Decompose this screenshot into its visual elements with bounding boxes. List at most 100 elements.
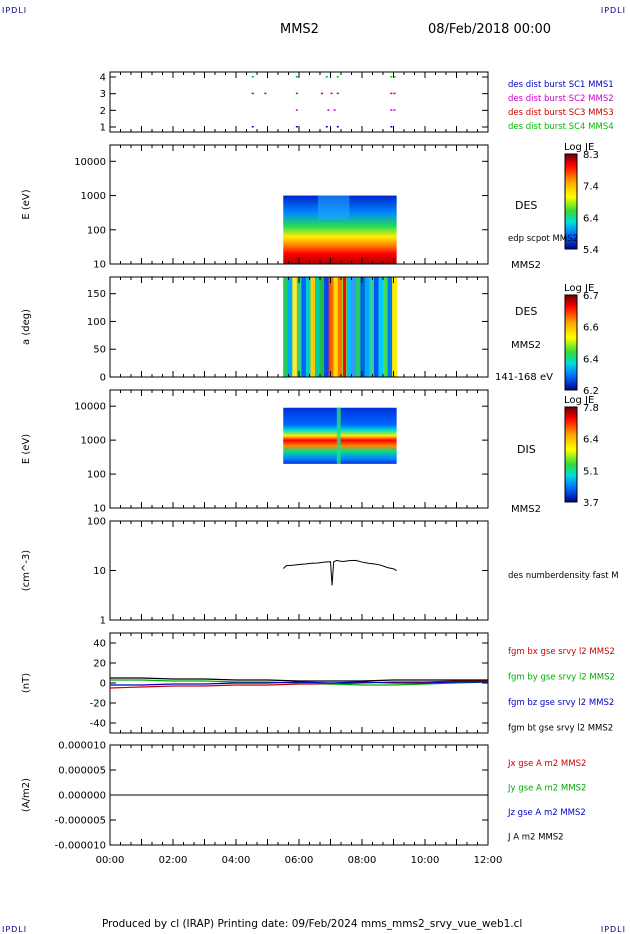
panel-1-ytick-label: 3 — [100, 89, 106, 100]
panel-1-legend-entry: des dist burst SC4 MMS4 — [508, 122, 614, 132]
corner-label-bottom-right: IPDLI — [600, 925, 626, 934]
panel-5-legend-entry: des numberdensity fast M — [508, 571, 619, 581]
panel-2-side-label: MMS2 — [511, 260, 541, 271]
density-line — [282, 559, 397, 586]
pitch-angle-spectrogram-column — [355, 277, 361, 377]
burst-marker — [295, 76, 298, 78]
colorbar-2-tick: 8.3 — [583, 150, 599, 161]
panel-1-ytick-label: 1 — [100, 123, 106, 134]
colorbar-4-title: Log JE — [564, 395, 594, 406]
panel-1-ytick-label: 4 — [100, 73, 106, 84]
burst-marker — [390, 126, 393, 128]
panel-2-ytick-label: 100 — [87, 225, 106, 236]
burst-marker — [390, 76, 393, 78]
panel-4-side-label: MMS2 — [511, 504, 541, 515]
burst-marker — [321, 92, 324, 95]
panel-7-legend-entry: J A m2 MMS2 — [507, 833, 564, 843]
panel-3-ytick-label: 100 — [87, 317, 106, 328]
colorbar-3-tick: 6.7 — [583, 291, 599, 302]
panel-7-legend-entry: Jz gse A m2 MMS2 — [507, 808, 586, 818]
burst-marker — [333, 109, 336, 111]
burst-marker — [336, 76, 339, 78]
panel-4-ytick-label: 1000 — [81, 436, 106, 447]
panel-2-side-label: DES — [515, 199, 537, 212]
burst-marker — [390, 92, 393, 95]
panel-3-ytick-label: 0 — [100, 373, 106, 384]
panel-3-ylabel: a (deg) — [21, 309, 32, 345]
panel-1-legend-entry: des dist burst SC3 MMS3 — [508, 108, 614, 118]
panel-5-frame — [109, 520, 489, 621]
colorbar-4 — [564, 406, 578, 503]
x-axis-tick-label: 02:00 — [159, 855, 188, 866]
burst-marker — [264, 92, 267, 95]
panel-2-ytick-label: 10000 — [74, 157, 106, 168]
burst-marker — [393, 76, 396, 78]
panel-6-ytick-label: 40 — [93, 639, 106, 650]
colorbar-4-tick: 3.7 — [583, 498, 599, 509]
panel-7-ytick-label: 0.000000 — [58, 791, 106, 802]
x-axis-tick-label: 10:00 — [411, 855, 440, 866]
panel-6-ytick-label: -40 — [90, 719, 106, 730]
dis-energy-spectrogram-feature — [336, 407, 341, 464]
panel-6-legend-entry: fgm bx gse srvy l2 MMS2 — [508, 647, 615, 657]
panel-4-ylabel: E (eV) — [21, 434, 32, 464]
colorbar-3 — [564, 294, 578, 391]
des-energy-spectrogram-patch — [317, 195, 350, 220]
burst-marker — [295, 126, 298, 128]
panel-6-ylabel: (nT) — [21, 673, 32, 693]
panel-4-ytick-label: 10 — [93, 504, 106, 515]
x-axis-tick-label: 08:00 — [348, 855, 377, 866]
panel-1-ytick-label: 2 — [100, 106, 106, 117]
panel-1-legend-entry: des dist burst SC2 MMS2 — [508, 94, 614, 104]
pitch-angle-spectrogram-feature — [343, 277, 347, 377]
footer-credit: Produced by cl (IRAP) Printing date: 09/… — [102, 918, 523, 930]
pitch-angle-spectrogram-column — [324, 277, 330, 377]
colorbar-2-tick: 6.4 — [583, 213, 599, 224]
panel-3-ytick-label: 150 — [87, 289, 106, 300]
pitch-angle-spectrogram-column — [373, 277, 380, 377]
corner-label-top-left: IPDLI — [2, 6, 28, 15]
pitch-angle-spectrogram-column — [292, 277, 298, 377]
pitch-angle-spectrogram-column — [364, 277, 370, 377]
panel-6-ytick-label: -20 — [90, 699, 106, 710]
panel-6-legend-entry: fgm bz gse srvy l2 MMS2 — [508, 698, 614, 708]
panel-5-ytick-label: 10 — [93, 566, 106, 577]
colorbar-2-tick: 5.4 — [583, 245, 599, 256]
burst-marker — [327, 109, 330, 111]
panel-2-side-label: edp scpot MMS2 — [508, 234, 578, 244]
panel-7-ytick-label: 0.000010 — [58, 741, 106, 752]
panel-7-ytick-label: 0.000005 — [58, 766, 106, 777]
panel-6-legend-entry: fgm by gse srvy l2 MMS2 — [508, 673, 615, 683]
burst-marker — [336, 92, 339, 95]
colorbar-2-title: Log JE — [564, 142, 594, 153]
colorbar-4-tick: 6.4 — [583, 435, 599, 446]
panel-1-legend-entry: des dist burst SC1 MMS1 — [508, 80, 614, 90]
corner-label-top-right: IPDLI — [600, 6, 626, 15]
pitch-angle-spectrogram-column — [296, 277, 302, 377]
pitch-angle-spectrogram-column — [378, 277, 384, 377]
burst-marker — [325, 126, 328, 128]
panel-6-ytick-label: 0 — [100, 679, 106, 690]
plot-datetime: 08/Feb/2018 00:00 — [428, 22, 551, 37]
burst-marker — [330, 92, 333, 95]
colorbar-4-tick: 7.8 — [583, 403, 599, 414]
burst-marker — [295, 109, 298, 111]
pitch-angle-spectrogram-column — [392, 277, 398, 377]
colorbar-3-title: Log JE — [564, 283, 594, 294]
field-line — [110, 679, 489, 686]
panel-2-ylabel: E (eV) — [21, 189, 32, 219]
panel-5-ytick-label: 1 — [100, 616, 106, 627]
burst-marker — [393, 109, 396, 111]
colorbar-2-tick: 7.4 — [583, 182, 599, 193]
pitch-angle-spectrogram-column — [315, 277, 321, 377]
pitch-angle-spectrogram-column — [333, 277, 339, 377]
pitch-angle-spectrogram-column — [387, 277, 393, 377]
pitch-angle-spectrogram-column — [319, 277, 325, 377]
pitch-angle-spectrogram-column — [351, 277, 357, 377]
x-axis-tick-label: 06:00 — [285, 855, 314, 866]
panel-4-ytick-label: 10000 — [74, 402, 106, 413]
panel-7-legend-entry: Jx gse A m2 MMS2 — [507, 759, 586, 769]
pitch-angle-spectrogram-column — [369, 277, 375, 377]
panel-6-ytick-label: 20 — [93, 659, 106, 670]
